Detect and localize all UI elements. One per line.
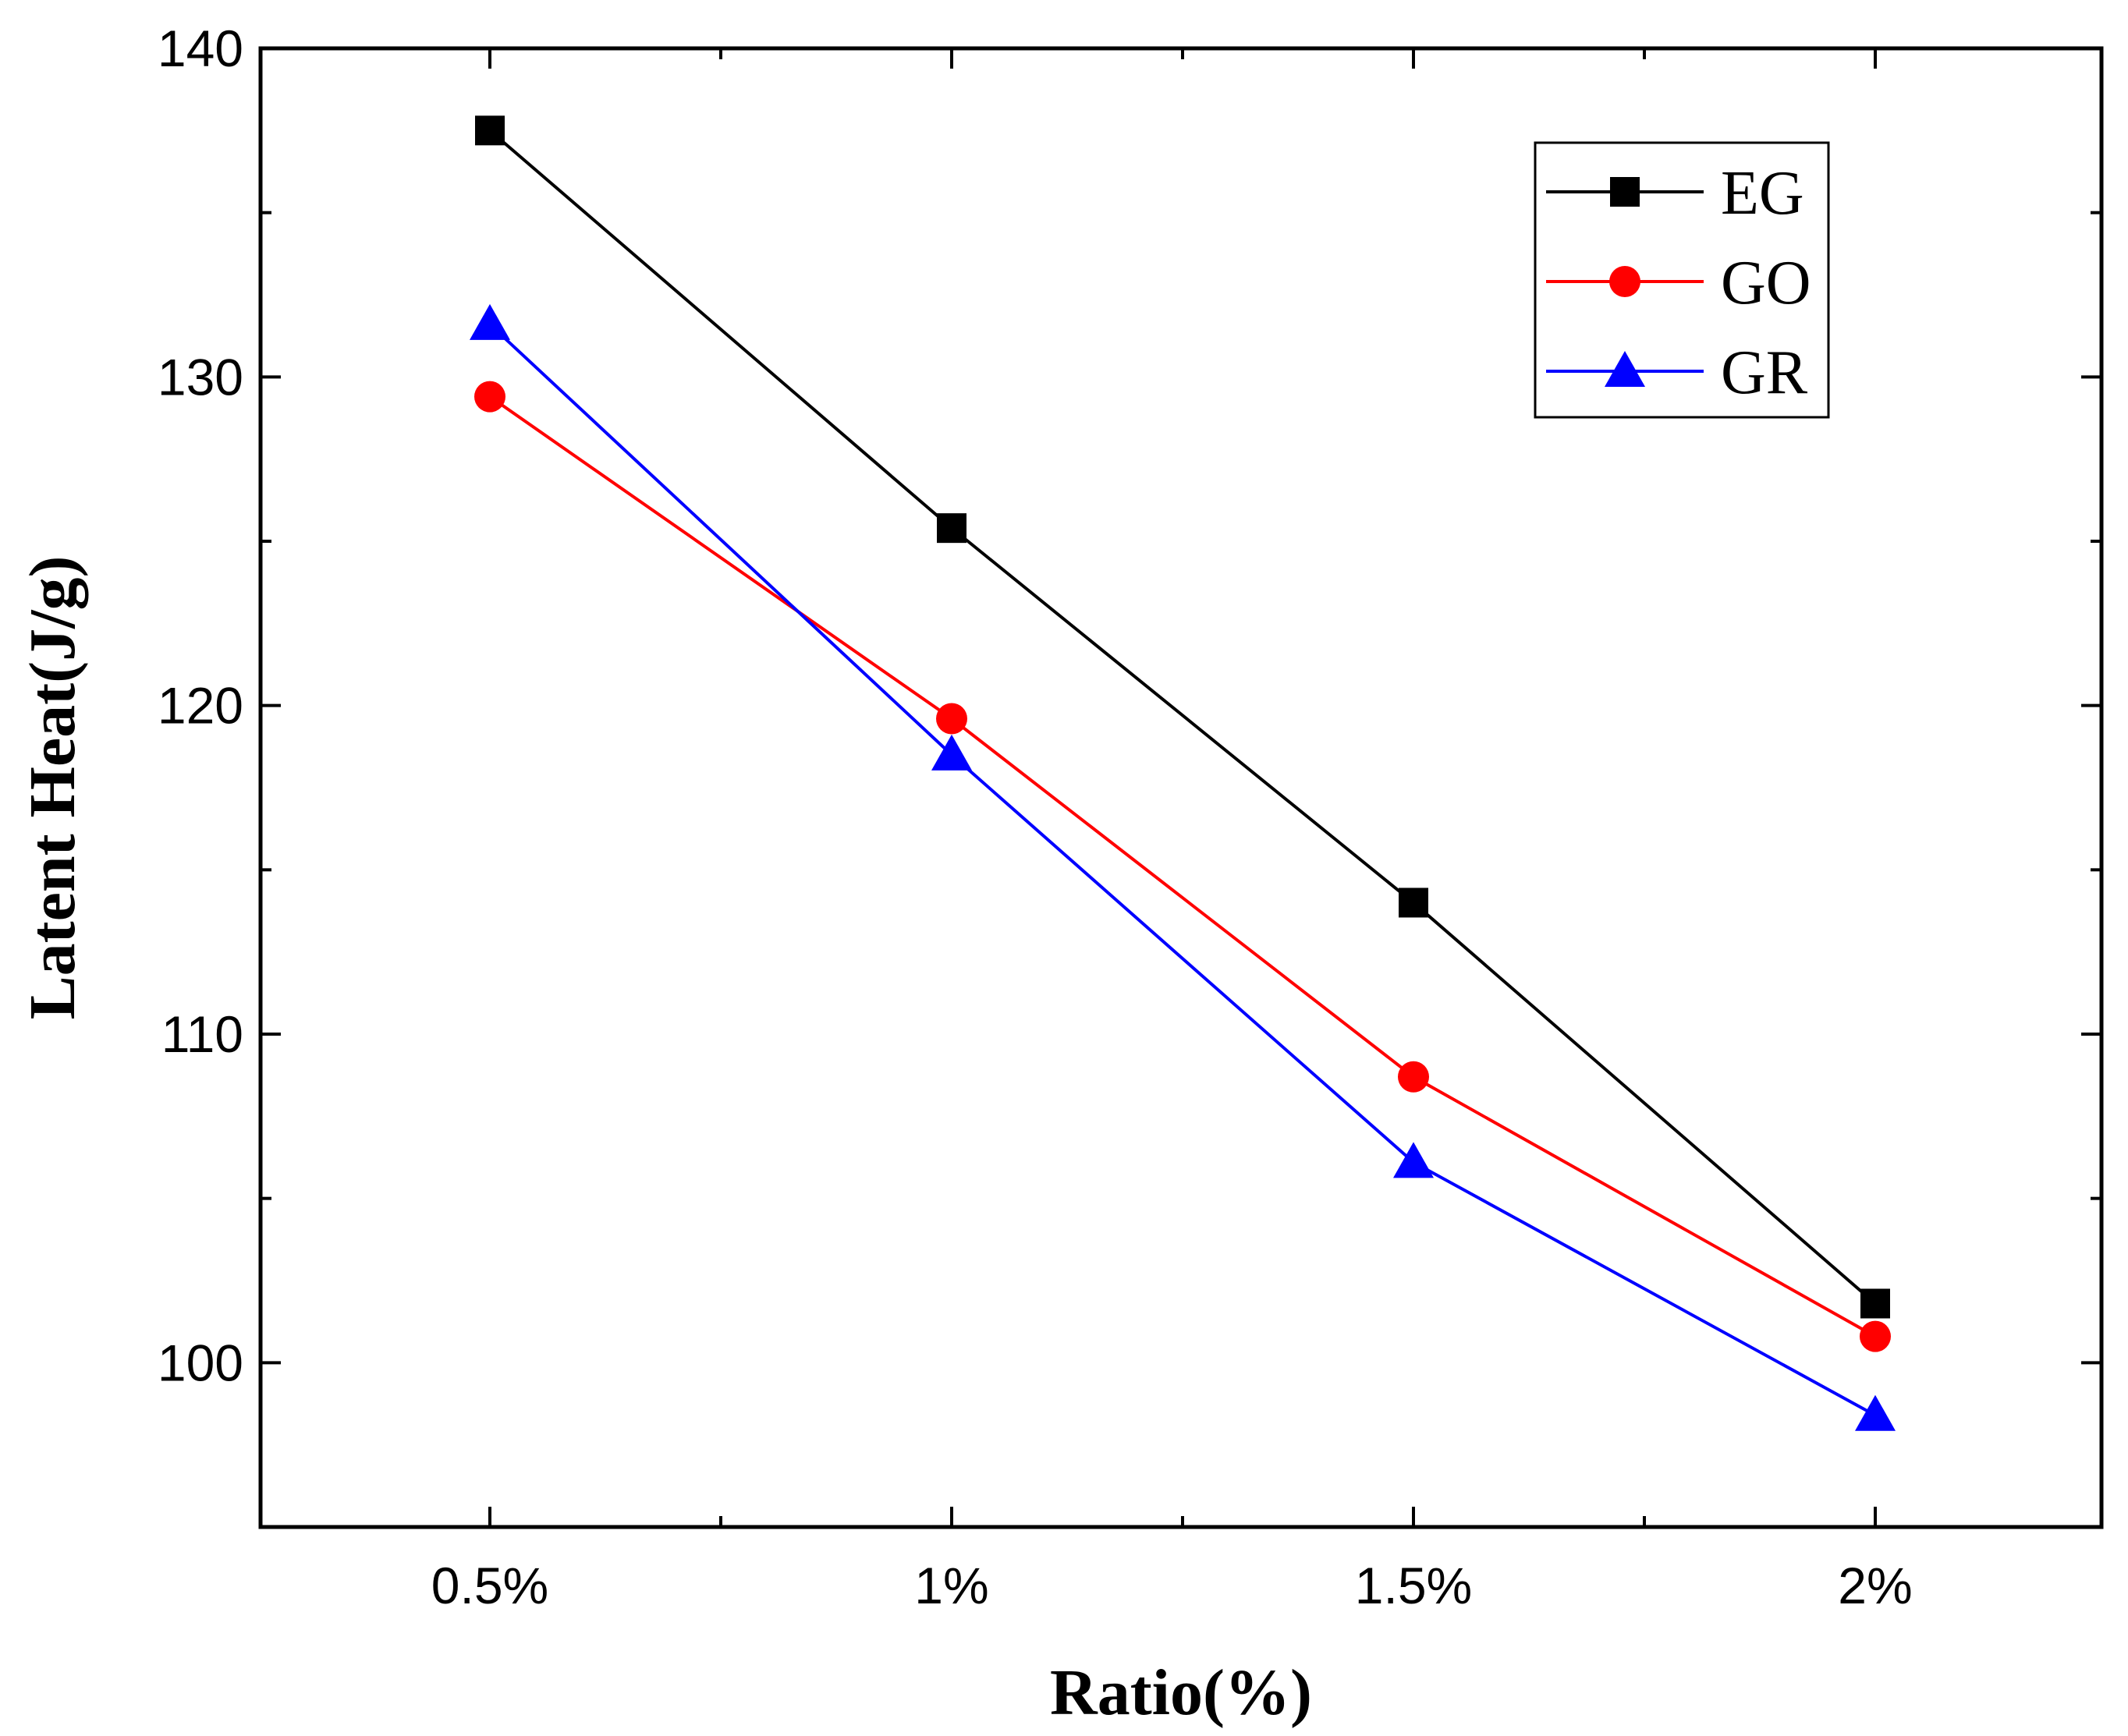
y-tick-label: 110 [161, 1005, 243, 1063]
legend-marker-go [1609, 266, 1640, 297]
x-tick-label: 2% [1838, 1557, 1912, 1614]
x-axis-title: Ratio(%) [1050, 1656, 1312, 1729]
data-point-go [474, 381, 505, 413]
y-axis-title: Latent Heat(J/g) [16, 556, 89, 1020]
data-point-gr [1393, 1142, 1434, 1178]
data-point-go [936, 703, 967, 735]
y-tick-label: 140 [158, 19, 243, 77]
legend-label-gr: GR [1721, 338, 1808, 407]
series-markers [470, 115, 1896, 1431]
data-point-eg [937, 513, 966, 544]
series-line-gr [488, 323, 1876, 1417]
y-tick-label: 100 [158, 1334, 243, 1391]
data-point-gr [931, 734, 972, 771]
legend-label-go: GO [1721, 249, 1811, 317]
legend-marker-gr [1605, 351, 1645, 387]
data-point-go [1860, 1320, 1891, 1352]
x-tick-label: 1% [914, 1557, 988, 1614]
series-line-go [488, 395, 1876, 1338]
x-tick-label: 1.5% [1355, 1557, 1472, 1614]
series-line-eg [488, 129, 1877, 1306]
data-point-eg [1399, 887, 1428, 918]
data-point-eg [1860, 1288, 1890, 1319]
legend: EG GO GR [1534, 141, 1830, 419]
y-tick-label: 120 [158, 677, 243, 735]
legend-label-eg: EG [1721, 159, 1804, 228]
data-point-go [1398, 1061, 1429, 1093]
data-point-gr [1855, 1394, 1896, 1431]
series-lines [488, 129, 1877, 1417]
data-point-eg [475, 115, 505, 146]
data-point-gr [470, 303, 510, 340]
axis-ticks: 100 110 120 130 140 0.5% 1% 1.5% 2% [158, 19, 2101, 1614]
x-tick-label: 0.5% [431, 1557, 548, 1614]
y-tick-label: 130 [158, 348, 243, 406]
legend-marker-eg [1610, 177, 1640, 207]
